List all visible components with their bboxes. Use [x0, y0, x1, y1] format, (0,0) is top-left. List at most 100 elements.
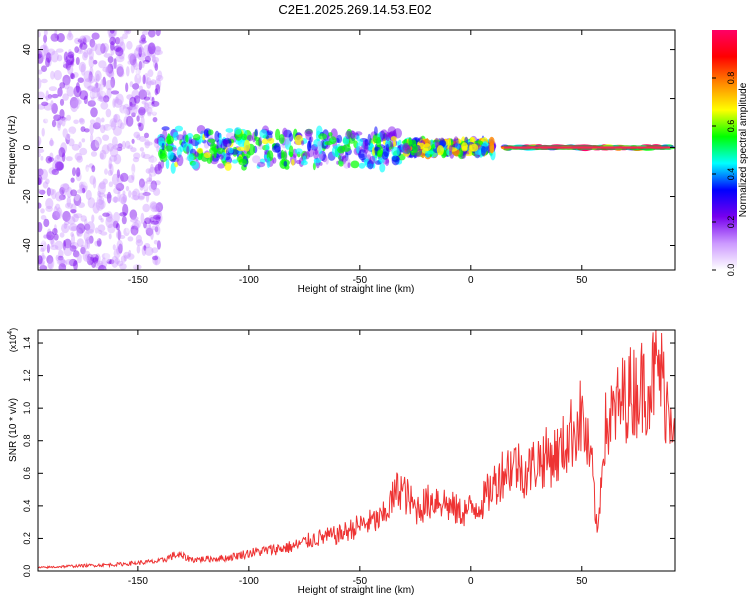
spectrogram-cell — [74, 152, 83, 161]
spectrogram-cell — [50, 70, 55, 80]
spectrogram-cell — [50, 33, 60, 42]
spectrogram-cell — [56, 54, 63, 62]
spectrogram-cell — [91, 165, 96, 173]
spectrogram-cell — [155, 212, 163, 224]
spectrogram-cell — [64, 228, 68, 240]
spectrogram-cell — [68, 30, 72, 38]
spectrogram-cell — [114, 96, 119, 104]
spectrogram-cell — [480, 146, 486, 156]
spectrogram-cell — [148, 225, 152, 237]
spectrogram-cell — [154, 163, 163, 175]
spectrogram-cell — [68, 223, 78, 232]
spectrogram-cell — [238, 158, 247, 166]
spectrogram-cell — [106, 258, 113, 265]
spectrogram-cell — [182, 142, 191, 152]
spectrogram-cell — [79, 42, 88, 50]
spectrogram-cell — [116, 63, 124, 73]
spectrogram-cell — [52, 210, 61, 221]
spectrogram-cell — [53, 224, 57, 235]
spectrogram-cell — [62, 63, 71, 69]
spectrogram-cell — [90, 151, 98, 157]
spectrogram-cell — [301, 140, 305, 146]
spectrogram-cell — [58, 194, 66, 201]
spectrogram-cell — [172, 131, 179, 141]
spectrogram-cell — [99, 124, 106, 134]
spectrogram-cell — [38, 259, 46, 267]
spectrogram-cell — [67, 52, 73, 63]
spectrogram-cell — [154, 88, 158, 96]
spectrogram-cell — [152, 117, 158, 123]
spectrogram-cell — [78, 43, 82, 53]
spectrogram-cell — [124, 30, 132, 35]
spectrogram-cell — [90, 92, 97, 98]
spectrogram-cell — [128, 105, 138, 116]
spectrogram-cell — [149, 96, 154, 101]
spectrogram-cell — [84, 239, 89, 250]
spectrogram-cell — [89, 123, 94, 135]
spectrogram-cell — [150, 154, 155, 163]
spectrogram-cell — [116, 174, 124, 184]
colorbar-ticks: 0.0 0.2 0.4 0.6 0.8 — [712, 72, 736, 276]
spectrogram-cell — [91, 87, 99, 99]
spectrogram-cell — [136, 134, 141, 141]
spectrogram-cell — [94, 240, 102, 247]
spectrogram-cell — [54, 240, 64, 251]
spectrogram-cell — [116, 260, 124, 267]
spectrogram-cell — [186, 145, 190, 155]
spectrogram-cell — [70, 73, 76, 80]
spectrogram-cell — [111, 256, 119, 268]
spectrogram-cell — [39, 247, 45, 253]
spectrogram-cell — [68, 126, 77, 135]
spectrogram-cell — [76, 238, 84, 248]
spectrogram-cell — [97, 224, 106, 232]
spectrogram-cell — [116, 146, 123, 152]
x-tick-label: -100 — [239, 275, 259, 286]
spectrogram-cell — [133, 61, 138, 70]
spectrogram-cell — [76, 155, 83, 163]
spectrogram-cell — [236, 146, 246, 152]
spectrogram-cell — [116, 169, 120, 179]
spectrogram-cell — [89, 38, 96, 48]
spectrogram-cell — [115, 230, 122, 239]
colorbar: 0.0 0.2 0.4 0.6 0.8 Normalized spectral ampl… — [712, 30, 749, 276]
spectrogram-cell — [134, 95, 141, 104]
spectrogram-cell — [65, 133, 71, 145]
spectrogram-cell — [47, 48, 56, 56]
spectrogram-cell — [154, 205, 160, 213]
spectrogram-cell — [141, 100, 148, 105]
spectrogram-cell — [79, 90, 89, 100]
spectrogram-cell — [153, 166, 161, 172]
spectrogram-cell — [52, 160, 60, 172]
spectrogram-cell — [112, 144, 122, 150]
spectrogram-cell — [89, 253, 97, 258]
spectrogram-cell — [150, 228, 154, 241]
spectrogram-cell — [131, 190, 138, 197]
spectrogram-cell — [106, 191, 112, 204]
spectrogram-cell — [119, 212, 127, 217]
spectrogram-cell — [75, 99, 82, 105]
spectrogram-cell — [145, 191, 150, 203]
spectrogram-cell — [138, 122, 144, 132]
spectrogram-cell — [85, 189, 92, 201]
spectrogram-cell — [112, 36, 117, 44]
spectrogram-cell — [143, 181, 149, 194]
spectrogram-panel: -150 -100 -50 0 50 -40 -20 0 20 40 Height of str… — [7, 29, 676, 295]
spectrogram-x-label: Height of straight line (km) — [298, 284, 415, 295]
spectrogram-cell — [191, 161, 199, 170]
spectrogram-cell — [129, 81, 134, 88]
spectrogram-cell — [52, 228, 58, 235]
spectrogram-cell — [80, 215, 87, 222]
spectrogram-cell — [150, 180, 157, 190]
spectrogram-cell — [74, 46, 80, 53]
spectrogram-cell — [70, 177, 75, 183]
spectrogram-cell — [325, 156, 329, 165]
spectrogram-cell — [81, 187, 86, 194]
spectrogram-cell — [108, 259, 115, 265]
spectrogram-cell — [49, 139, 55, 146]
spectrogram-cell — [63, 51, 69, 63]
spectrogram-cell — [112, 220, 119, 229]
spectrogram-cell — [50, 100, 54, 108]
spectrogram-cell — [131, 216, 139, 221]
snr-x-label: Height of straight line (km) — [298, 585, 415, 596]
